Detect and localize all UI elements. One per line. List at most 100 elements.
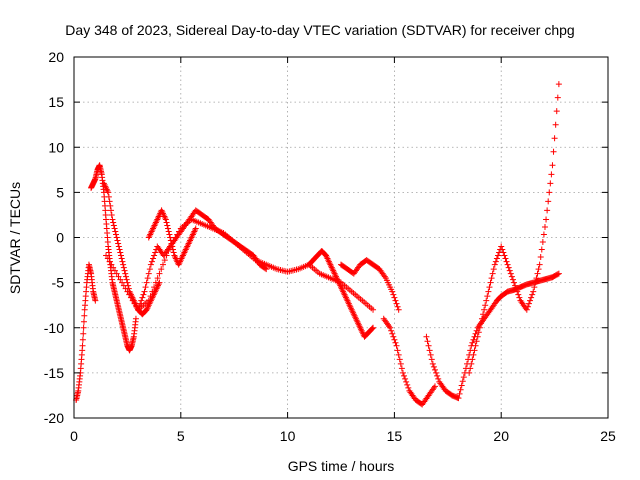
data-point [549, 162, 556, 169]
data-point [131, 300, 138, 307]
data-point [150, 255, 157, 262]
data-point [457, 386, 464, 393]
data-point [426, 347, 433, 354]
x-axis-label: GPS time / hours [288, 458, 395, 474]
data-point [544, 207, 551, 214]
data-point [507, 270, 514, 277]
data-point [114, 237, 121, 244]
x-tick-label: 15 [387, 428, 403, 444]
data-point [509, 276, 516, 283]
y-tick-label: -5 [52, 275, 65, 291]
series-track-e [135, 207, 270, 313]
data-point [483, 297, 490, 304]
data-point [395, 351, 402, 358]
data-point [402, 375, 409, 382]
data-point [431, 366, 438, 373]
y-tick-label: 15 [48, 94, 64, 110]
data-point [164, 222, 171, 229]
data-point [110, 222, 117, 229]
data-point [470, 351, 477, 358]
y-axis-label: SDTVAR / TECUs [7, 182, 23, 294]
data-point [478, 315, 485, 322]
data-point [108, 211, 115, 218]
data-point [466, 369, 473, 376]
data-point [140, 291, 147, 298]
data-point [152, 249, 159, 256]
data-point [162, 216, 169, 223]
y-tick-label: 20 [48, 49, 64, 65]
data-point [111, 225, 118, 232]
data-point [491, 261, 498, 268]
data-point [469, 356, 476, 363]
data-point [528, 294, 535, 301]
series-track-d [103, 216, 377, 313]
data-point [527, 297, 534, 304]
data-point [429, 360, 436, 367]
data-point [484, 293, 491, 300]
data-point [555, 81, 562, 88]
x-tick-label: 10 [280, 428, 296, 444]
data-point [494, 252, 501, 259]
data-point [501, 252, 508, 259]
data-point [430, 363, 437, 370]
data-point [431, 383, 438, 390]
data-point [79, 336, 86, 343]
data-point [548, 171, 555, 178]
data-point [369, 325, 376, 332]
y-tick-label: 5 [56, 184, 64, 200]
data-point [459, 378, 466, 385]
data-point [485, 288, 492, 295]
data-point [120, 264, 127, 271]
data-point [427, 351, 434, 358]
data-point [129, 297, 136, 304]
data-point [398, 365, 405, 372]
data-point [498, 243, 505, 250]
data-point [541, 223, 548, 230]
x-tick-label: 0 [70, 428, 78, 444]
data-point [460, 374, 467, 381]
data-point [115, 240, 122, 247]
data-point [147, 261, 154, 268]
data-point [106, 258, 113, 265]
data-point [124, 288, 131, 295]
data-point [144, 275, 151, 282]
data-point [547, 180, 554, 187]
data-point [145, 270, 152, 277]
data-point [492, 258, 499, 265]
data-point [156, 270, 163, 277]
data-point [513, 285, 520, 292]
data-point [511, 279, 518, 286]
data-point [499, 246, 506, 253]
series-track-f [145, 207, 199, 268]
series-track-h [338, 257, 402, 313]
data-point [487, 279, 494, 286]
data-point [164, 225, 171, 232]
data-point [390, 291, 397, 298]
data-point [393, 300, 400, 307]
data-point [423, 333, 430, 340]
data-point [104, 255, 111, 262]
data-point [523, 306, 530, 313]
data-point [535, 266, 542, 273]
data-point [388, 327, 395, 334]
data-point [470, 336, 477, 343]
data-point [146, 266, 153, 273]
chart-title: Day 348 of 2023, Sidereal Day-to-day VTE… [65, 22, 575, 38]
data-point [105, 193, 112, 200]
data-point [263, 266, 270, 273]
data-point [370, 324, 377, 331]
data-point [477, 320, 484, 327]
data-point [158, 266, 165, 273]
y-tick-label: -20 [44, 410, 64, 426]
data-point [502, 255, 509, 262]
data-point [395, 306, 402, 313]
data-point [148, 258, 155, 265]
data-point [475, 329, 482, 336]
data-point [539, 239, 546, 246]
data-point [167, 237, 174, 244]
data-point [152, 279, 159, 286]
data-point [490, 266, 497, 273]
data-point [469, 339, 476, 346]
axis-ticks: 0 5 10 15 20 25 -20 -15 -10 -5 0 5 10 15 20 [44, 49, 616, 444]
